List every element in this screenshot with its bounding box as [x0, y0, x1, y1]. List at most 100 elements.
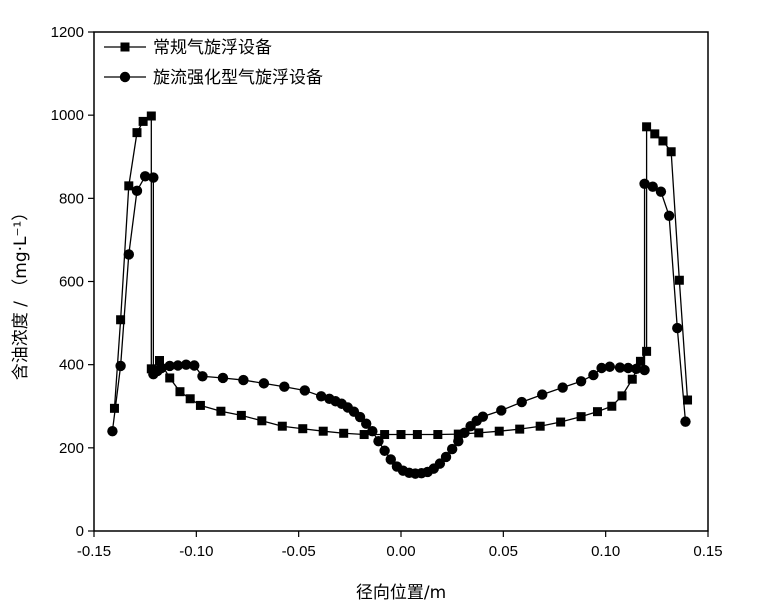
series-2-point: [596, 362, 607, 374]
series-1-point: [453, 429, 463, 439]
series-1-point: [380, 430, 390, 440]
x-tick-label: 0.05: [489, 543, 518, 560]
series-2-point: [575, 376, 587, 387]
x-tick-label: -0.05: [282, 543, 316, 560]
series-2-point: [373, 435, 384, 447]
series-1-point: [138, 116, 148, 126]
plot-frame: [93, 31, 709, 532]
y-tick-label: 0: [76, 523, 84, 540]
series-2-point: [459, 427, 470, 439]
series-2-point: [663, 210, 675, 221]
y-tick-label: 1200: [51, 24, 84, 41]
series-2-point: [131, 185, 143, 197]
x-axis-ticks: -0.15 -0.10 -0.05 0.00 0.05 0.10 0.15: [77, 531, 723, 560]
series-2-point: [172, 360, 184, 371]
series-2-point: [315, 391, 327, 402]
legend-marker: [119, 71, 131, 83]
series-1-point: [154, 356, 164, 366]
series-1-point: [146, 111, 156, 121]
series-2-point: [537, 389, 548, 400]
y-tick-label: 400: [59, 357, 84, 374]
y-tick-label: 600: [59, 274, 84, 291]
series-1-point: [650, 129, 660, 139]
series-1-point: [535, 421, 545, 431]
series-1-point: [576, 412, 586, 422]
x-axis-label: 径向位置/m: [356, 583, 446, 603]
series-2-point: [354, 411, 366, 423]
series-1-point: [412, 430, 422, 440]
y-tick-label: 800: [59, 190, 84, 207]
series-1-point: [195, 400, 205, 410]
legend-marker: [120, 42, 130, 52]
series-1-point: [474, 428, 484, 438]
series-1-point: [318, 426, 328, 436]
series-1-point: [124, 181, 134, 191]
series-2-point: [639, 364, 650, 376]
series-1-point: [109, 403, 119, 413]
series-2-point: [614, 362, 626, 373]
series-2-line: [111, 175, 687, 475]
series-1-point: [617, 391, 627, 401]
series-1-point: [494, 426, 504, 436]
series-2-point: [238, 374, 249, 386]
series-1-point: [236, 410, 246, 420]
series-2-point: [367, 426, 378, 437]
series-2-point: [434, 458, 446, 469]
series-2-point: [453, 435, 464, 447]
series-2-point: [156, 362, 167, 374]
series-1-point: [175, 387, 185, 397]
series-2-point: [164, 360, 175, 372]
series-2-point: [647, 181, 658, 192]
series-2-point: [139, 171, 151, 182]
series-1-point: [165, 373, 175, 383]
series-2-point: [299, 385, 311, 396]
series-1-point: [515, 424, 525, 434]
series-1-point: [592, 407, 602, 417]
series-2-point: [361, 418, 372, 429]
series-2-point: [180, 359, 192, 370]
series-1-point: [635, 356, 645, 366]
series-2-point: [279, 381, 290, 392]
series-1-point: [277, 421, 287, 431]
series-2-point: [258, 378, 270, 389]
series-2-point: [379, 445, 390, 456]
series-1-point: [257, 416, 267, 426]
series-2-point: [622, 362, 634, 374]
series-2-point: [115, 360, 126, 372]
series-1-point: [674, 275, 684, 285]
series-2-point: [680, 416, 691, 427]
series-2-point: [217, 372, 229, 384]
series-2-point: [496, 405, 507, 416]
series-2-point: [639, 178, 650, 189]
series-2-point: [123, 249, 134, 260]
series-2-point: [446, 443, 458, 455]
series-1-point: [627, 374, 637, 384]
series-2-point: [440, 451, 452, 463]
series-2-point: [148, 172, 159, 183]
series-layer: [107, 111, 693, 479]
series-2-point: [672, 322, 683, 334]
series-2-point: [107, 426, 118, 437]
x-tick-label: -0.15: [77, 543, 111, 560]
series-1-point: [666, 147, 676, 157]
x-tick-label: 0.10: [591, 543, 620, 560]
x-tick-label: 0.00: [386, 543, 415, 560]
series-2-point: [385, 454, 396, 465]
series-1-point: [556, 417, 566, 427]
series-1-point: [396, 430, 406, 440]
series-2-point: [477, 411, 489, 422]
series-2-point: [604, 361, 615, 372]
series-1-point: [433, 430, 443, 440]
series-1: [109, 111, 693, 440]
series-1-point: [298, 424, 308, 434]
y-tick-label: 1000: [51, 107, 84, 124]
series-1-point: [642, 122, 652, 132]
series-1-point: [359, 430, 369, 440]
y-axis-label: 含油浓度 / （mg·L⁻¹）: [11, 204, 31, 381]
series-1-point: [185, 394, 195, 404]
series-2-point: [588, 369, 599, 381]
series-1-point: [132, 128, 142, 138]
series-1-point: [642, 346, 652, 356]
series-2-point: [197, 371, 208, 382]
